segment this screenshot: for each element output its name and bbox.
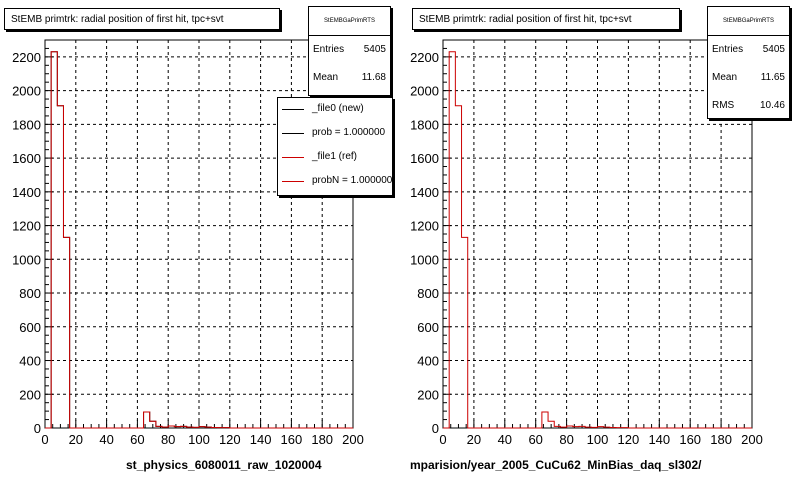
right-stats-rms-label: RMS bbox=[712, 100, 735, 111]
left-y-tick-label: 1000 bbox=[12, 252, 41, 267]
right-stats-entries-row: Entries 5405 bbox=[708, 36, 789, 64]
right-y-tick-label: 2200 bbox=[410, 50, 439, 65]
right-stats-mean-value: 11.65 bbox=[760, 72, 785, 83]
left-y-tick-label: 200 bbox=[19, 387, 41, 402]
left-y-tick-label: 1800 bbox=[12, 117, 41, 132]
right-x-tick-label: 40 bbox=[498, 432, 512, 447]
right-x-tick-label: 60 bbox=[528, 432, 542, 447]
left-x-tick-label: 40 bbox=[99, 432, 113, 447]
legend-label-prob: prob = 1.000000 bbox=[312, 127, 386, 138]
right-y-tick-label: 800 bbox=[417, 286, 439, 301]
left-stats-box: StEMBGaPrimRTS Entries 5405 Mean 11.68 bbox=[308, 6, 391, 96]
right-y-tick-label: 1800 bbox=[410, 117, 439, 132]
right-stats-mean-row: Mean 11.65 bbox=[708, 64, 789, 92]
legend-entry-probn: probN = 1.000000 bbox=[278, 170, 392, 194]
left-y-tick-label: 800 bbox=[19, 286, 41, 301]
right-x-tick-label: 20 bbox=[467, 432, 481, 447]
legend-swatch-file0 bbox=[282, 109, 304, 110]
left-stats-mean-value: 11.68 bbox=[361, 72, 386, 83]
left-y-tick-label: 0 bbox=[34, 421, 41, 436]
right-title: StEMB primtrk: radial position of first … bbox=[419, 14, 632, 25]
right-x-tick-label: 180 bbox=[710, 432, 732, 447]
left-x-tick-label: 180 bbox=[311, 432, 333, 447]
left-stats-entries-row: Entries 5405 bbox=[309, 36, 390, 64]
left-stats-entries-value: 5405 bbox=[363, 44, 386, 55]
left-y-tick-label: 400 bbox=[19, 354, 41, 369]
right-stats-entries-label: Entries bbox=[712, 44, 744, 55]
left-legend: _file0 (new) prob = 1.000000 _file1 (ref… bbox=[277, 97, 393, 196]
legend-entry-file0: _file0 (new) bbox=[278, 98, 392, 122]
left-y-tick-label: 1200 bbox=[12, 219, 41, 234]
left-y-tick-label: 1600 bbox=[12, 151, 41, 166]
right-y-tick-label: 1000 bbox=[410, 252, 439, 267]
left-y-tick-label: 2200 bbox=[12, 50, 41, 65]
right-x-tick-label: 140 bbox=[648, 432, 670, 447]
right-stats-rms-row: RMS 10.46 bbox=[708, 92, 789, 120]
right-y-tick-label: 0 bbox=[432, 421, 439, 436]
right-y-tick-label: 200 bbox=[417, 387, 439, 402]
right-y-tick-label: 400 bbox=[417, 354, 439, 369]
left-stats-header: StEMBGaPrimRTS bbox=[309, 7, 390, 36]
left-x-tick-label: 140 bbox=[250, 432, 272, 447]
left-x-tick-label: 20 bbox=[69, 432, 83, 447]
right-y-tick-label: 2000 bbox=[410, 84, 439, 99]
right-x-tick-label: 160 bbox=[679, 432, 701, 447]
legend-swatch-file1 bbox=[282, 157, 304, 158]
left-x-tick-label: 100 bbox=[188, 432, 210, 447]
left-y-tick-label: 2000 bbox=[12, 84, 41, 99]
legend-label-file0: _file0 (new) bbox=[312, 103, 364, 114]
legend-swatch-prob bbox=[282, 133, 304, 134]
right-y-tick-label: 1400 bbox=[410, 185, 439, 200]
left-histogram-series-1 bbox=[45, 51, 353, 429]
right-histogram-series-0 bbox=[443, 51, 752, 429]
right-title-box: StEMB primtrk: radial position of first … bbox=[412, 8, 680, 30]
left-x-tick-label: 200 bbox=[342, 432, 364, 447]
left-x-tick-label: 0 bbox=[41, 432, 48, 447]
right-stats-mean-label: Mean bbox=[712, 72, 738, 83]
legend-entry-prob: prob = 1.000000 bbox=[278, 122, 392, 146]
right-xlabel: mparision/year_2005_CuCu62_MinBias_daq_s… bbox=[410, 458, 702, 472]
legend-entry-file1: _file1 (ref) bbox=[278, 146, 392, 170]
left-x-tick-label: 60 bbox=[130, 432, 144, 447]
left-x-tick-label: 80 bbox=[161, 432, 175, 447]
legend-label-probn: probN = 1.000000 bbox=[312, 175, 393, 186]
legend-swatch-probn bbox=[282, 181, 304, 182]
right-stats-header: StEMBGaPrimRTS bbox=[708, 7, 789, 36]
left-title-box: StEMB primtrk: radial position of first … bbox=[4, 8, 280, 30]
left-y-tick-label: 1400 bbox=[12, 185, 41, 200]
left-x-tick-label: 120 bbox=[219, 432, 241, 447]
right-y-tick-label: 600 bbox=[417, 320, 439, 335]
right-x-tick-label: 200 bbox=[741, 432, 763, 447]
left-title: StEMB primtrk: radial position of first … bbox=[11, 14, 224, 25]
right-x-tick-label: 80 bbox=[559, 432, 573, 447]
left-x-tick-label: 160 bbox=[281, 432, 303, 447]
left-stats-entries-label: Entries bbox=[313, 44, 345, 55]
legend-label-file1: _file1 (ref) bbox=[312, 151, 358, 162]
right-stats-rms-value: 10.46 bbox=[759, 100, 785, 111]
left-y-tick-label: 600 bbox=[19, 320, 41, 335]
right-y-tick-label: 1600 bbox=[410, 151, 439, 166]
right-y-tick-label: 1200 bbox=[410, 219, 439, 234]
right-x-tick-label: 100 bbox=[587, 432, 609, 447]
left-xlabel: st_physics_6080011_raw_1020004 bbox=[126, 458, 322, 472]
right-x-tick-label: 120 bbox=[618, 432, 640, 447]
right-stats-box: StEMBGaPrimRTS Entries 5405 Mean 11.65 R… bbox=[707, 6, 790, 119]
right-x-tick-label: 0 bbox=[439, 432, 446, 447]
left-stats-mean-label: Mean bbox=[313, 72, 339, 83]
left-stats-mean-row: Mean 11.68 bbox=[309, 64, 390, 92]
right-stats-entries-value: 5405 bbox=[762, 44, 785, 55]
